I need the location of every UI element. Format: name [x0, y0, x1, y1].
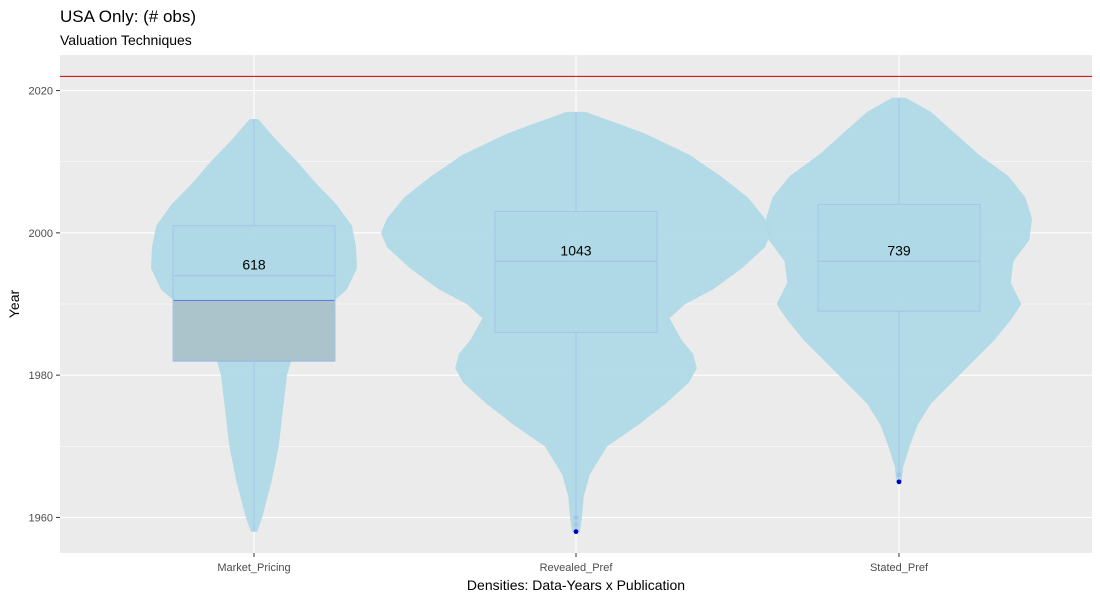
- box-Market_Pricing: [172, 225, 336, 362]
- x-tick-label: Revealed_Pref: [540, 562, 614, 574]
- outlier-point: [573, 515, 579, 520]
- y-tick-label: 2020: [29, 86, 53, 98]
- box-Stated_Pref: [817, 203, 981, 312]
- x-axis-ticks: Market_Pricing Revealed_Pref Stated_Pref: [217, 553, 929, 574]
- x-tick-label: Stated_Pref: [870, 562, 929, 574]
- y-axis-title: Year: [6, 290, 22, 319]
- y-axis-ticks: 1960 1980 2000 2020: [29, 86, 60, 524]
- outlier-point: [573, 522, 579, 527]
- chart-subtitle: Valuation Techniques: [60, 32, 192, 48]
- outlier-point: [896, 479, 902, 485]
- y-tick-label: 1960: [29, 512, 53, 524]
- count-labels: 618 1043 739: [242, 242, 911, 272]
- y-tick-label: 2000: [29, 228, 53, 240]
- count-label-Market_Pricing: 618: [242, 257, 266, 273]
- outlier-point: [573, 529, 579, 535]
- box-Revealed_Pref: [494, 211, 658, 333]
- count-label-Stated_Pref: 739: [887, 242, 911, 258]
- x-axis-title: Densities: Data-Years x Publication: [467, 577, 685, 593]
- outlier-point: [896, 472, 902, 478]
- boxplots: [172, 97, 981, 532]
- x-tick-label: Market_Pricing: [217, 562, 290, 574]
- chart-title: USA Only: (# obs): [60, 7, 196, 26]
- count-label-Revealed_Pref: 1043: [560, 242, 591, 258]
- outliers: [573, 472, 902, 535]
- y-tick-label: 1980: [29, 370, 53, 382]
